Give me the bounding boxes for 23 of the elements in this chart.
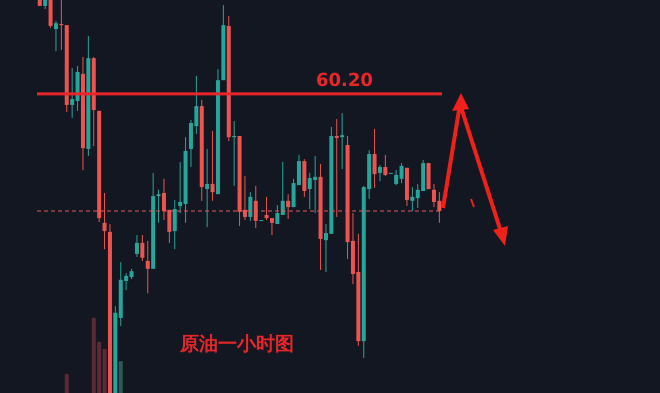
- bar: [64, 374, 69, 393]
- candlestick: [156, 189, 161, 224]
- candlestick: [210, 130, 215, 202]
- candlestick: [54, 20, 58, 52]
- candlestick: [334, 118, 339, 218]
- text: 原油一小时图: [180, 332, 294, 357]
- candlestick: [254, 185, 258, 228]
- candlestick: [205, 148, 210, 228]
- candlestick: [134, 234, 139, 258]
- candlestick: [340, 112, 344, 170]
- candlestick: [372, 128, 377, 188]
- candlestick: [378, 164, 382, 182]
- candlestick: [140, 234, 144, 262]
- candlestick: [270, 218, 274, 236]
- candlestick: [146, 240, 150, 294]
- annotation: 60.20: [316, 70, 373, 91]
- candlestick: [102, 192, 107, 250]
- candlestick: [248, 192, 252, 222]
- candlestick: [383, 154, 388, 177]
- candlestick: [172, 200, 177, 250]
- candlestick: [286, 194, 290, 220]
- candlestick: [43, 0, 48, 10]
- candlestick: [264, 196, 269, 221]
